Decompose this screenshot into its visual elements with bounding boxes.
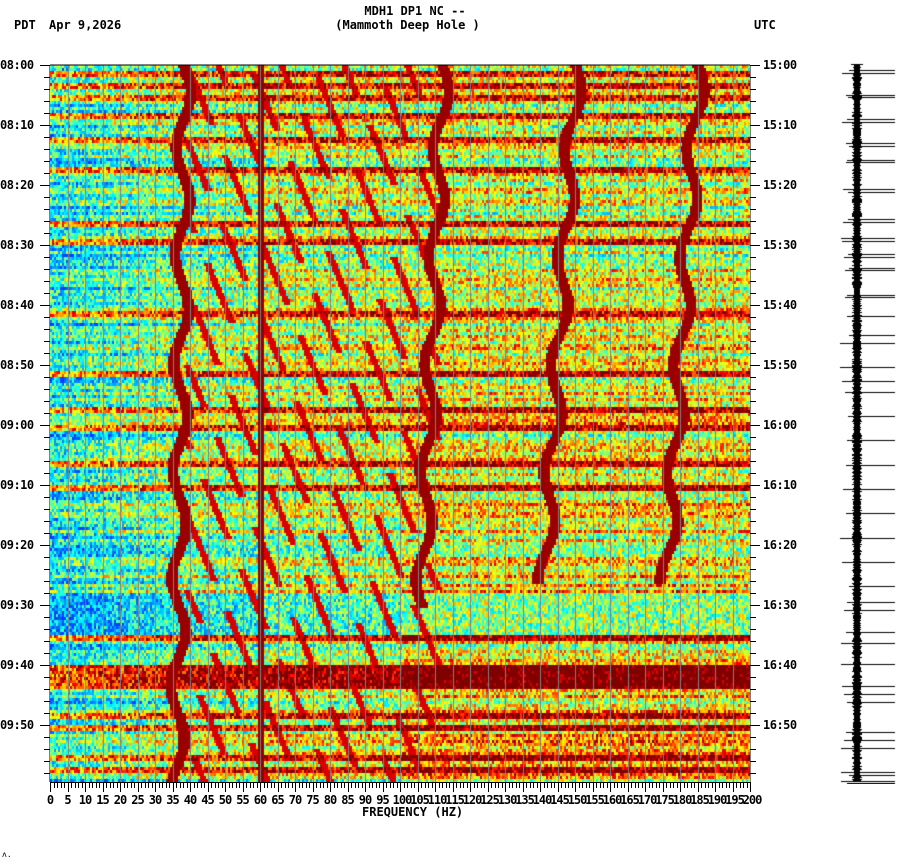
y-tick-right-label: 16:50 bbox=[763, 718, 797, 732]
x-tick-label: 75 bbox=[306, 793, 319, 807]
left-timezone-label: PDT bbox=[14, 18, 36, 32]
x-tick-label: 115 bbox=[445, 793, 465, 807]
x-tick-label: 40 bbox=[183, 793, 197, 807]
y-tick-left-label: 08:10 bbox=[0, 118, 34, 132]
spectrogram-plot bbox=[50, 65, 750, 782]
x-tick-label: 55 bbox=[236, 793, 249, 807]
x-tick-label: 10 bbox=[78, 793, 92, 807]
y-tick-right-label: 16:30 bbox=[763, 598, 797, 612]
y-tick-left-label: 09:50 bbox=[0, 718, 34, 732]
x-tick-label: 70 bbox=[288, 793, 302, 807]
x-tick-label: 130 bbox=[497, 793, 518, 807]
station-title: MDH1 DP1 NC -- bbox=[364, 4, 466, 18]
corner-mark: ʌ. bbox=[2, 850, 12, 859]
x-axis-title: FREQUENCY (HZ) bbox=[362, 805, 464, 819]
y-tick-left-label: 08:00 bbox=[0, 58, 34, 72]
x-tick-label: 50 bbox=[218, 793, 232, 807]
y-tick-right-label: 15:10 bbox=[763, 118, 797, 132]
x-tick-label: 190 bbox=[707, 793, 728, 807]
date-label: Apr 9,2026 bbox=[49, 18, 122, 32]
x-tick-label: 120 bbox=[462, 793, 483, 807]
x-tick-label: 155 bbox=[585, 793, 605, 807]
x-tick-label: 195 bbox=[725, 793, 745, 807]
x-tick-label: 0 bbox=[46, 793, 54, 807]
x-tick-label: 80 bbox=[323, 793, 337, 807]
x-tick-label: 165 bbox=[620, 793, 640, 807]
x-tick-label: 200 bbox=[742, 793, 763, 807]
y-tick-right-label: 15:40 bbox=[763, 298, 797, 312]
x-tick-label: 180 bbox=[672, 793, 693, 807]
x-tick-label: 160 bbox=[602, 793, 623, 807]
y-tick-left-label: 09:20 bbox=[0, 538, 34, 552]
x-tick-label: 85 bbox=[341, 793, 354, 807]
y-tick-left-label: 08:40 bbox=[0, 298, 34, 312]
x-tick-label: 5 bbox=[64, 793, 71, 807]
x-tick-label: 110 bbox=[427, 793, 448, 807]
y-tick-right-label: 15:20 bbox=[763, 178, 797, 192]
y-tick-right-label: 16:10 bbox=[763, 478, 797, 492]
y-tick-right-label: 15:00 bbox=[763, 58, 797, 72]
location-title: (Mammoth Deep Hole ) bbox=[335, 18, 480, 32]
x-tick-label: 65 bbox=[271, 793, 284, 807]
y-tick-left-label: 09:40 bbox=[0, 658, 34, 672]
y-tick-left-label: 09:10 bbox=[0, 478, 34, 492]
x-tick-label: 170 bbox=[637, 793, 658, 807]
x-tick-label: 60 bbox=[253, 793, 267, 807]
x-tick-label: 100 bbox=[392, 793, 413, 807]
x-tick-label: 105 bbox=[410, 793, 430, 807]
x-tick-label: 140 bbox=[532, 793, 553, 807]
x-tick-label: 30 bbox=[148, 793, 162, 807]
x-tick-label: 20 bbox=[113, 793, 127, 807]
x-tick-label: 150 bbox=[567, 793, 588, 807]
x-tick-label: 35 bbox=[166, 793, 179, 807]
spectrogram-heatmap bbox=[50, 65, 750, 782]
x-tick-label: 90 bbox=[358, 793, 372, 807]
y-tick-left-label: 08:30 bbox=[0, 238, 34, 252]
right-timezone-label: UTC bbox=[754, 18, 776, 32]
y-tick-left-label: 09:30 bbox=[0, 598, 34, 612]
x-tick-label: 185 bbox=[690, 793, 710, 807]
y-tick-left-label: 09:00 bbox=[0, 418, 34, 432]
seismogram-trace bbox=[835, 62, 897, 784]
x-tick-label: 15 bbox=[96, 793, 109, 807]
y-tick-right-label: 16:20 bbox=[763, 538, 797, 552]
y-tick-left-label: 08:20 bbox=[0, 178, 34, 192]
x-tick-label: 25 bbox=[131, 793, 144, 807]
x-tick-label: 45 bbox=[201, 793, 214, 807]
x-tick-label: 125 bbox=[480, 793, 500, 807]
x-tick-label: 135 bbox=[515, 793, 535, 807]
x-tick-label: 175 bbox=[655, 793, 675, 807]
y-tick-right-label: 15:30 bbox=[763, 238, 797, 252]
y-tick-left-label: 08:50 bbox=[0, 358, 34, 372]
y-tick-right-label: 16:00 bbox=[763, 418, 797, 432]
y-tick-right-label: 15:50 bbox=[763, 358, 797, 372]
x-tick-label: 145 bbox=[550, 793, 570, 807]
y-tick-right-label: 16:40 bbox=[763, 658, 797, 672]
x-tick-label: 95 bbox=[376, 793, 389, 807]
